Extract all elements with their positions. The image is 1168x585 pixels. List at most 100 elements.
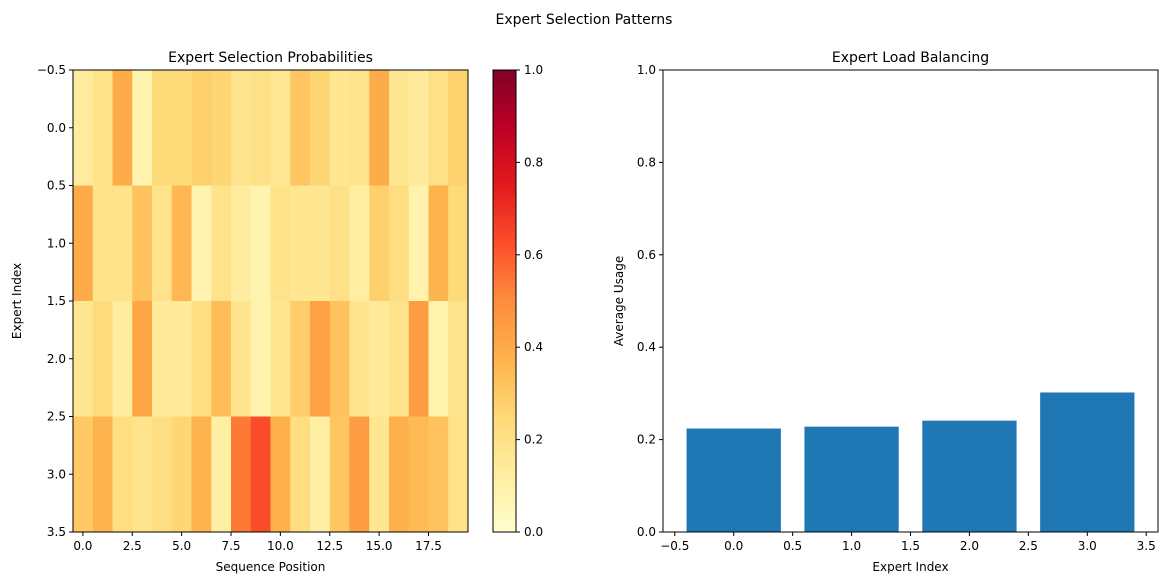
heatmap-cell bbox=[290, 185, 311, 302]
bar-x-tick-label: 3.5 bbox=[1137, 539, 1156, 553]
heatmap-cell bbox=[349, 70, 370, 186]
heatmap-cell bbox=[329, 70, 350, 186]
bar-x-label: Expert Index bbox=[872, 560, 948, 574]
heatmap-cell bbox=[152, 301, 173, 417]
heatmap-cell bbox=[428, 416, 449, 533]
heatmap-cell bbox=[270, 301, 291, 417]
bar-y-label: Average Usage bbox=[612, 256, 626, 346]
heatmap-cell bbox=[112, 416, 133, 533]
heatmap-cell bbox=[310, 416, 331, 533]
heatmap-cell bbox=[171, 301, 192, 417]
heatmap-cell bbox=[250, 185, 271, 302]
bar-expert-1 bbox=[804, 426, 899, 532]
heatmap-cell bbox=[448, 301, 469, 417]
heatmap-cell bbox=[92, 185, 113, 302]
heatmap-y-tick-label: 1.5 bbox=[47, 294, 66, 308]
heatmap-cell bbox=[290, 301, 311, 417]
heatmap-cell bbox=[73, 185, 94, 302]
colorbar-tick-label: 0.4 bbox=[524, 340, 543, 354]
bar-x-tick-label: 2.0 bbox=[960, 539, 979, 553]
heatmap-x-tick-label: 7.5 bbox=[221, 539, 240, 553]
heatmap-cell bbox=[448, 70, 469, 186]
heatmap-y-tick-label: 0.5 bbox=[47, 179, 66, 193]
bar-expert-2 bbox=[922, 420, 1017, 532]
heatmap-cell bbox=[211, 301, 232, 417]
heatmap-cell bbox=[250, 70, 271, 186]
heatmap-cell bbox=[112, 185, 133, 302]
bar-y-tick-label: 0.0 bbox=[637, 525, 656, 539]
colorbar-tick-label: 0.2 bbox=[524, 433, 543, 447]
heatmap-cell bbox=[389, 301, 410, 417]
heatmap-x-tick-label: 5.0 bbox=[172, 539, 191, 553]
heatmap-cell bbox=[408, 70, 429, 186]
heatmap-y-tick-label: 2.0 bbox=[47, 352, 66, 366]
bar-x-tick-label: 1.0 bbox=[842, 539, 861, 553]
heatmap-x-tick-label: 2.5 bbox=[123, 539, 142, 553]
bar-y-tick-label: 1.0 bbox=[637, 63, 656, 77]
bar-title: Expert Load Balancing bbox=[832, 50, 989, 66]
heatmap-cell bbox=[270, 185, 291, 302]
heatmap-cell bbox=[349, 301, 370, 417]
heatmap-cell bbox=[132, 301, 153, 417]
heatmap-cell bbox=[231, 185, 252, 302]
figure-title: Expert Selection Patterns bbox=[496, 12, 673, 28]
heatmap-cell bbox=[349, 416, 370, 533]
colorbar-tick-label: 0.6 bbox=[524, 248, 543, 262]
heatmap-y-label: Expert Index bbox=[10, 263, 24, 339]
heatmap-cell bbox=[270, 416, 291, 533]
bar-x-tick-label: 1.5 bbox=[901, 539, 920, 553]
heatmap-cell bbox=[329, 416, 350, 533]
heatmap-cell bbox=[171, 70, 192, 186]
heatmap-y-tick-label: 3.5 bbox=[47, 525, 66, 539]
bar-x-tick-label: 0.0 bbox=[724, 539, 743, 553]
heatmap-cell bbox=[152, 70, 173, 186]
heatmap-cell bbox=[310, 301, 331, 417]
bar-x-ticks: −0.5 0.0 0.5 1.0 1.5 2.0 2.5 3.0 3.5 bbox=[660, 532, 1156, 553]
heatmap-y-tick-label: −0.5 bbox=[37, 63, 66, 77]
heatmap-cell bbox=[191, 70, 212, 186]
heatmap-cell bbox=[211, 70, 232, 186]
heatmap-x-tick-label: 0.0 bbox=[73, 539, 92, 553]
heatmap-cell bbox=[408, 301, 429, 417]
heatmap-cell bbox=[329, 185, 350, 302]
heatmap-x-tick-label: 15.0 bbox=[366, 539, 393, 553]
colorbar-ticks: 0.0 0.2 0.4 0.6 0.8 1.0 bbox=[516, 63, 543, 539]
heatmap-cells bbox=[73, 70, 469, 533]
heatmap-cell bbox=[171, 416, 192, 533]
heatmap-title: Expert Selection Probabilities bbox=[168, 50, 373, 66]
heatmap-x-tick-label: 12.5 bbox=[316, 539, 343, 553]
heatmap-cell bbox=[369, 185, 390, 302]
heatmap-cell bbox=[191, 301, 212, 417]
heatmap-cell bbox=[171, 185, 192, 302]
heatmap-cell bbox=[132, 416, 153, 533]
heatmap-x-ticks: 0.0 2.5 5.0 7.5 10.0 12.5 15.0 17.5 bbox=[73, 532, 442, 553]
heatmap-cell bbox=[310, 185, 331, 302]
bar-expert-0 bbox=[686, 428, 781, 532]
colorbar-tick-label: 0.0 bbox=[524, 525, 543, 539]
heatmap-cell bbox=[408, 185, 429, 302]
heatmap-cell bbox=[369, 70, 390, 186]
heatmap-cell bbox=[73, 301, 94, 417]
heatmap-cell bbox=[329, 301, 350, 417]
heatmap-cell bbox=[92, 301, 113, 417]
heatmap-cell bbox=[250, 416, 271, 533]
heatmap-cell bbox=[448, 416, 469, 533]
heatmap-cell bbox=[231, 416, 252, 533]
heatmap-cell bbox=[290, 416, 311, 533]
heatmap-y-tick-label: 0.0 bbox=[47, 121, 66, 135]
bar-y-tick-label: 0.6 bbox=[637, 248, 656, 262]
heatmap-y-tick-label: 1.0 bbox=[47, 236, 66, 250]
heatmap-cell bbox=[389, 416, 410, 533]
bar-expert-3 bbox=[1040, 392, 1135, 532]
heatmap-cell bbox=[428, 185, 449, 302]
heatmap-cell bbox=[92, 416, 113, 533]
heatmap-cell bbox=[191, 416, 212, 533]
heatmap-cell bbox=[132, 185, 153, 302]
heatmap-x-tick-label: 10.0 bbox=[267, 539, 294, 553]
heatmap-cell bbox=[448, 185, 469, 302]
heatmap-cell bbox=[389, 70, 410, 186]
heatmap-cell bbox=[369, 301, 390, 417]
colorbar-tick-label: 0.8 bbox=[524, 155, 543, 169]
heatmap-cell bbox=[211, 416, 232, 533]
